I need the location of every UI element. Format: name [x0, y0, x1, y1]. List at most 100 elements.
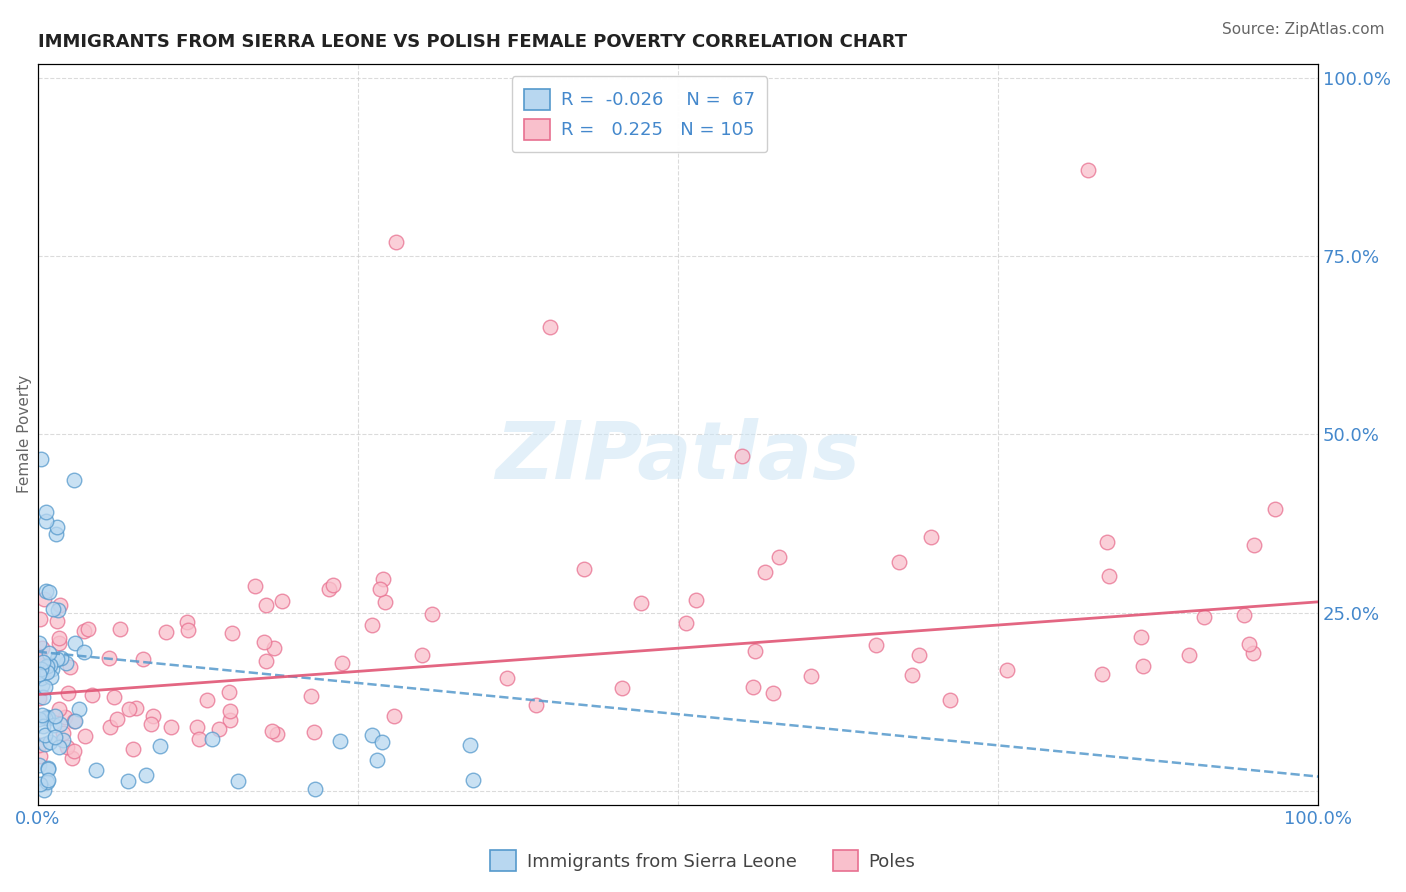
Point — [186, 720, 208, 734]
Point — [56, 686, 79, 700]
Point — [44, 709, 66, 723]
Point — [44, 718, 66, 732]
Point — [37, 772, 59, 787]
Point — [768, 549, 790, 564]
Point — [37, 658, 59, 673]
Point — [160, 720, 183, 734]
Point — [35, 514, 58, 528]
Point — [135, 768, 157, 782]
Point — [53, 710, 76, 724]
Point — [263, 640, 285, 655]
Point — [77, 622, 100, 636]
Point — [201, 731, 224, 746]
Point — [39, 670, 62, 684]
Point — [63, 636, 86, 650]
Point — [370, 735, 392, 749]
Point — [37, 761, 59, 775]
Point — [1233, 607, 1256, 622]
Point — [45, 615, 67, 629]
Point — [938, 692, 960, 706]
Point — [1091, 667, 1114, 681]
Point — [28, 777, 51, 791]
Point — [800, 669, 823, 683]
Point — [63, 474, 86, 488]
Point — [32, 668, 55, 682]
Point — [62, 714, 84, 729]
Point — [37, 762, 59, 776]
Point — [108, 622, 131, 636]
Point — [30, 671, 52, 685]
Point — [32, 690, 55, 704]
Point — [245, 579, 267, 593]
Point — [195, 693, 218, 707]
Point — [887, 555, 910, 569]
Point — [524, 698, 547, 712]
Point — [37, 775, 59, 789]
Point — [49, 598, 72, 612]
Point — [34, 711, 56, 725]
Point — [42, 602, 65, 616]
Point — [60, 751, 83, 765]
Point — [330, 657, 353, 671]
Point — [41, 662, 63, 676]
Point — [28, 691, 51, 706]
Point — [105, 712, 128, 726]
Point — [741, 680, 763, 694]
Point — [685, 592, 707, 607]
Text: IMMIGRANTS FROM SIERRA LEONE VS POLISH FEMALE POVERTY CORRELATION CHART: IMMIGRANTS FROM SIERRA LEONE VS POLISH F… — [38, 33, 907, 51]
Point — [48, 636, 70, 650]
Point — [98, 720, 121, 734]
Point — [496, 671, 519, 685]
Point — [52, 733, 75, 747]
Point — [132, 652, 155, 666]
Point — [221, 625, 243, 640]
Point — [82, 688, 104, 702]
Point — [612, 681, 634, 696]
Point — [45, 520, 67, 534]
Point — [46, 652, 69, 666]
Point — [997, 663, 1019, 677]
Point — [302, 725, 325, 739]
Point — [34, 681, 56, 695]
Point — [762, 686, 785, 700]
Point — [1237, 637, 1260, 651]
Point — [117, 774, 139, 789]
Point — [218, 713, 240, 727]
Y-axis label: Female Poverty: Female Poverty — [17, 376, 32, 493]
Point — [458, 739, 481, 753]
Point — [52, 726, 75, 740]
Point — [38, 735, 60, 749]
Point — [122, 741, 145, 756]
Legend: Immigrants from Sierra Leone, Poles: Immigrants from Sierra Leone, Poles — [484, 843, 922, 879]
Point — [360, 618, 382, 632]
Point — [31, 655, 53, 669]
Point — [37, 711, 59, 725]
Point — [1129, 630, 1152, 644]
Point — [1264, 502, 1286, 516]
Point — [48, 740, 70, 755]
Point — [422, 607, 444, 621]
Point — [1194, 610, 1216, 624]
Point — [56, 739, 79, 754]
Point — [63, 714, 86, 728]
Point — [38, 647, 60, 661]
Point — [260, 723, 283, 738]
Point — [141, 717, 163, 731]
Point — [28, 635, 51, 649]
Point — [382, 709, 405, 723]
Point — [103, 690, 125, 705]
Point — [226, 774, 249, 789]
Point — [63, 744, 86, 758]
Legend: R =  -0.026    N =  67, R =   0.225   N = 105: R = -0.026 N = 67, R = 0.225 N = 105 — [512, 76, 768, 153]
Point — [208, 723, 231, 737]
Point — [73, 645, 96, 659]
Point — [73, 624, 96, 638]
Point — [34, 737, 56, 751]
Point — [31, 707, 53, 722]
Point — [177, 623, 200, 637]
Point — [59, 660, 82, 674]
Point — [34, 782, 56, 797]
Text: ZIPatlas: ZIPatlas — [495, 417, 860, 496]
Point — [538, 320, 561, 334]
Point — [253, 635, 276, 649]
